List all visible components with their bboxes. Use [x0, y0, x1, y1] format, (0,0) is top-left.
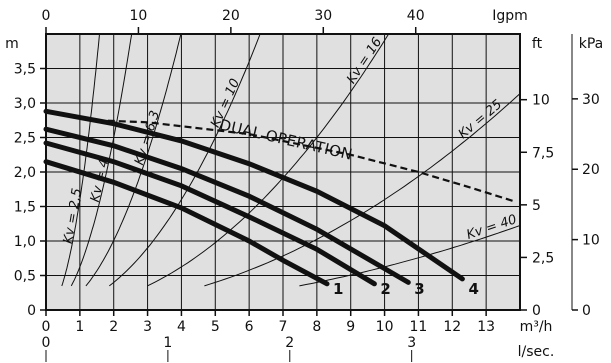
y-tick-label: 0	[27, 303, 36, 319]
pump-curve	[43, 140, 377, 287]
lsec-axis-unit: l/sec.	[518, 344, 555, 360]
x-tick-label: 6	[245, 319, 254, 335]
ft-tick-label: 2,5	[532, 250, 554, 266]
igpm-tick-label: 0	[42, 8, 51, 24]
x-tick-label: 1	[75, 319, 84, 335]
grid	[46, 34, 520, 310]
igpm-tick-label: 30	[314, 8, 332, 24]
kv-curve	[85, 33, 182, 287]
pump-curve-label: 4	[468, 280, 478, 298]
x-tick-label: 3	[143, 319, 152, 335]
kpa-tick-label: 30	[582, 92, 600, 108]
x-tick-label: 13	[477, 319, 495, 335]
axes: 0 1 2 3 4 5 6 7 8 9 10 11 12 13 m³/h0 1 2 3l/sec.0 10 20 30 4…	[5, 8, 603, 362]
igpm-tick-label: 40	[407, 8, 425, 24]
dual-operation-curve	[96, 119, 514, 203]
pump-curve	[43, 126, 411, 285]
kpa-axis-unit: kPa	[579, 36, 604, 52]
y-tick-label: 1,0	[14, 234, 36, 250]
igpm-axis-unit: Igpm	[492, 8, 528, 24]
kpa-tick-label: 20	[582, 162, 600, 178]
x-tick-label: 0	[42, 319, 51, 335]
pump-curve-label: 2	[380, 280, 390, 298]
y-tick-label: 2,0	[14, 165, 36, 181]
x-tick-label: 7	[279, 319, 288, 335]
x-tick-label: 11	[410, 319, 428, 335]
pump-curve	[43, 108, 465, 282]
kv-curve	[61, 33, 100, 287]
igpm-tick-label: 20	[222, 8, 240, 24]
x-tick-label: 4	[177, 319, 186, 335]
y-tick-label: 1,5	[14, 200, 36, 216]
lsec-tick-label: 3	[407, 335, 416, 351]
y-tick-label: 2,5	[14, 131, 36, 147]
kv-curve	[299, 225, 521, 287]
ft-tick-label: 5	[532, 198, 541, 214]
kpa-tick-label: 10	[582, 233, 600, 249]
lsec-tick-label: 0	[42, 335, 51, 351]
ft-tick-label: 10	[532, 93, 550, 109]
x-tick-label: 2	[109, 319, 118, 335]
x-tick-label: 5	[211, 319, 220, 335]
pump-curve	[43, 159, 330, 287]
x-tick-label: 8	[312, 319, 321, 335]
x-tick-label: 12	[443, 319, 461, 335]
x-tick-label: 9	[346, 319, 355, 335]
lsec-tick-label: 1	[163, 335, 172, 351]
ft-axis-unit: ft	[532, 36, 543, 52]
x-tick-label: 10	[376, 319, 394, 335]
pump-curve-label: 1	[333, 280, 343, 298]
kv-curve	[70, 33, 133, 287]
kv-curve	[147, 33, 390, 287]
y-tick-label: 0,5	[14, 269, 36, 285]
y-tick-label: 3,0	[14, 96, 36, 112]
igpm-tick-label: 10	[130, 8, 148, 24]
ft-tick-label: 0	[532, 303, 541, 319]
y-tick-label: 3,5	[14, 62, 36, 78]
pump-curve-label: 3	[414, 280, 424, 298]
y-axis-unit: m	[5, 36, 19, 52]
ft-tick-label: 7,5	[532, 145, 554, 161]
x-axis-unit: m³/h	[520, 319, 553, 335]
kv-curve	[108, 33, 261, 287]
kpa-tick-label: 0	[582, 303, 591, 319]
lsec-tick-label: 2	[285, 335, 294, 351]
